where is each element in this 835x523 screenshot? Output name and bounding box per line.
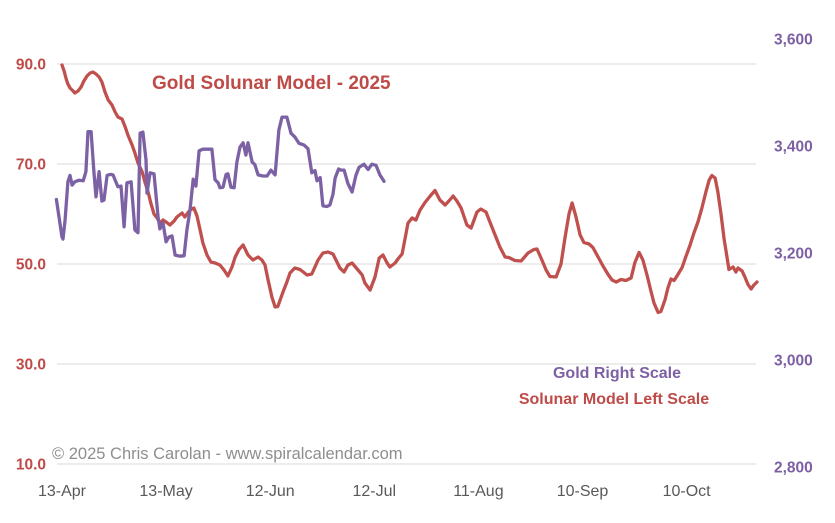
x-axis-tick-label: 11-Aug (453, 483, 503, 500)
chart-title: Gold Solunar Model - 2025 (152, 73, 391, 94)
x-axis-tick-label: 10-Oct (663, 483, 712, 500)
right-axis-tick-label: 3,600 (774, 32, 813, 49)
copyright-notice: © 2025 Chris Carolan - www.spiralcalenda… (52, 445, 403, 463)
right-axis-tick-label: 3,000 (774, 353, 813, 370)
legend-gold-right-scale: Gold Right Scale (553, 365, 681, 382)
left-axis-tick-label: 70.0 (16, 157, 46, 174)
x-axis-tick-label: 12-Jun (246, 483, 295, 500)
x-axis-tick-label: 10-Sep (557, 483, 609, 500)
x-axis-tick-label: 12-Jul (353, 483, 397, 500)
x-axis-tick-labels: 13-Apr 13-May 12-Jun 12-Jul 11-Aug 10-Sep 10-O… (38, 483, 711, 500)
left-axis-tick-labels: 90.0 70.0 50.0 30.0 10.0 (16, 57, 46, 474)
left-axis-tick-label: 50.0 (16, 257, 46, 274)
series-line-solunar-model (60, 63, 759, 315)
right-axis-tick-label: 3,200 (774, 246, 813, 263)
x-axis-tick-label: 13-May (139, 483, 192, 500)
right-axis-tick-label: 2,800 (774, 460, 813, 477)
left-axis-tick-label: 30.0 (16, 357, 46, 374)
left-axis-tick-label: 10.0 (16, 457, 46, 474)
series-lines (54, 63, 759, 315)
gridlines (57, 63, 756, 465)
series-line-gold (54, 115, 386, 258)
right-axis-tick-labels: 3,600 3,400 3,200 3,000 2,800 (774, 32, 813, 477)
legend-solunar-left-scale: Solunar Model Left Scale (519, 391, 709, 408)
right-axis-tick-label: 3,400 (774, 139, 813, 156)
x-axis-tick-label: 13-Apr (38, 483, 87, 500)
left-axis-tick-label: 90.0 (16, 57, 46, 74)
